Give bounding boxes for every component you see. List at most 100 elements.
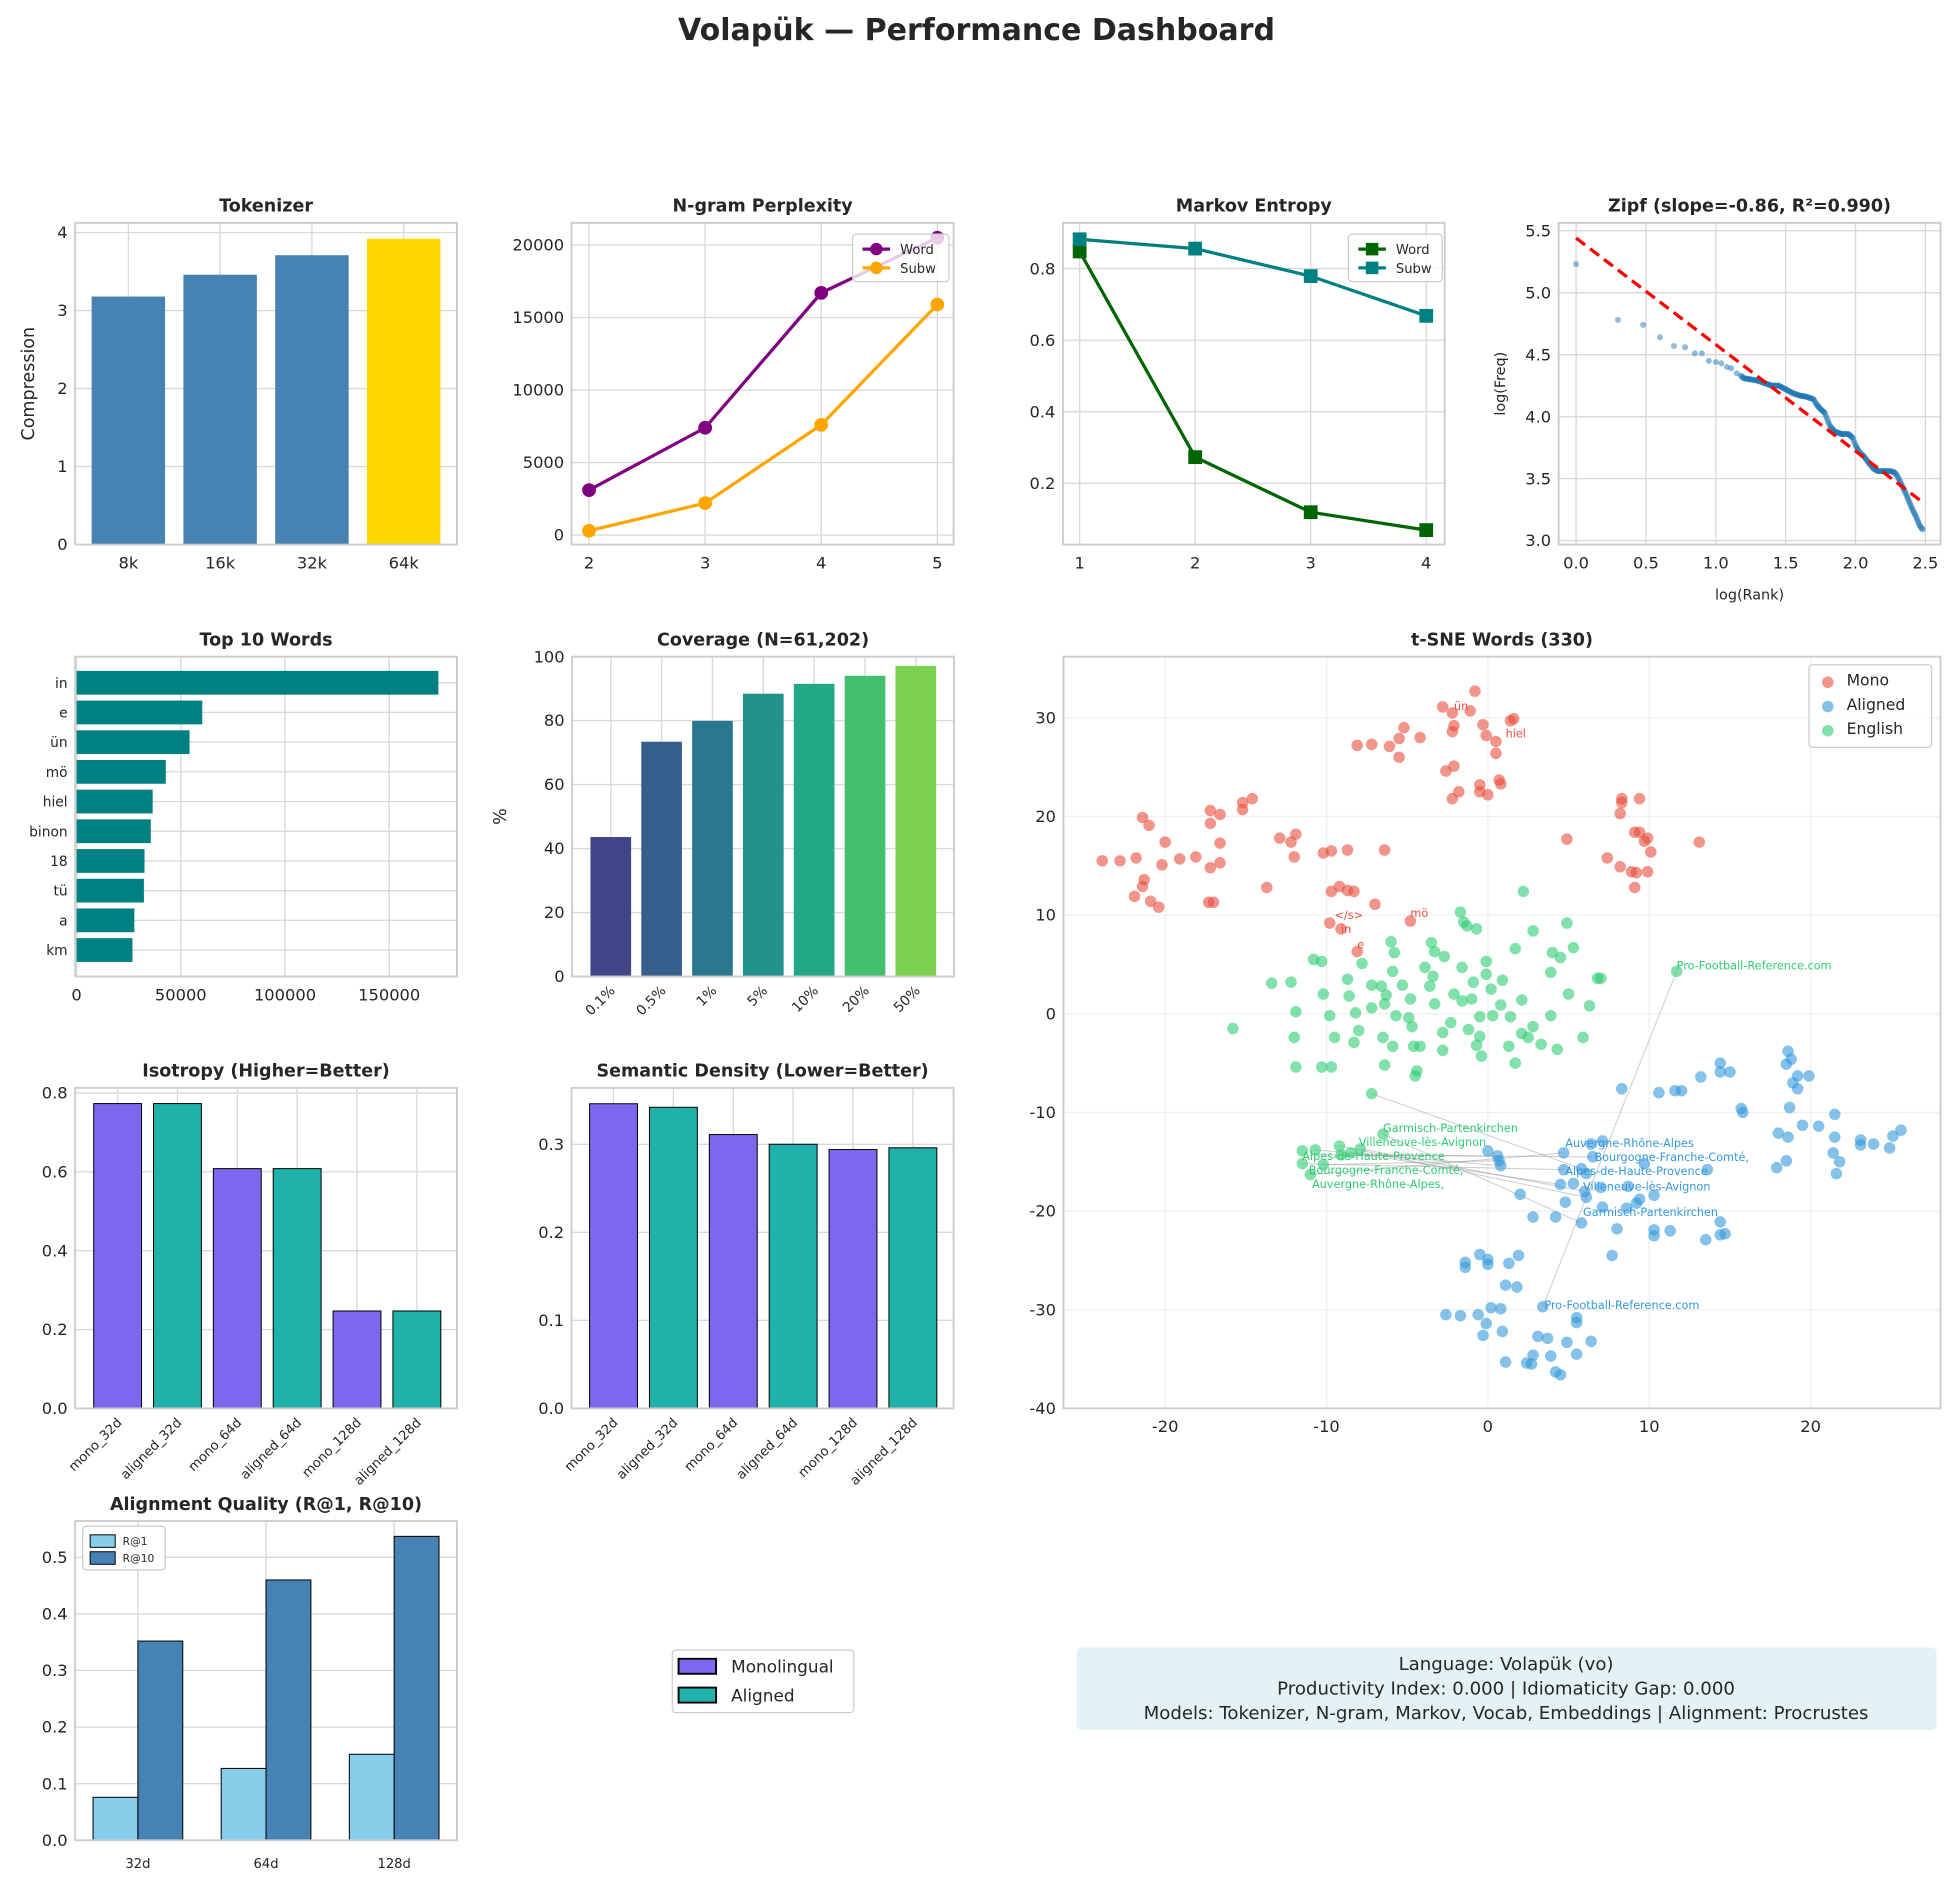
mono-point: [1351, 945, 1363, 958]
aligned-point: [1580, 1167, 1593, 1180]
x-tick-label: 0: [71, 985, 81, 1004]
plot-frame: [1062, 655, 1942, 1410]
bar-r10: [265, 1579, 312, 1841]
english-point: [1290, 1006, 1302, 1018]
aligned-point: [1585, 1138, 1597, 1150]
data-point: [930, 297, 945, 312]
legend-marker: [870, 242, 883, 256]
aligned-point: [1477, 1329, 1489, 1342]
point-annotation: e: [1357, 939, 1364, 952]
legend-label: Aligned: [1847, 695, 1906, 714]
english-point: [1465, 993, 1478, 1005]
english-point: [1551, 1043, 1564, 1056]
english-point: [1475, 1050, 1488, 1062]
aligned-point: [1575, 1217, 1588, 1229]
y-tick-label: in: [55, 676, 68, 692]
english-point: [1349, 1007, 1362, 1019]
english-point: [1296, 1145, 1309, 1157]
y-tick-label: 15000: [512, 308, 564, 327]
bar: [76, 700, 203, 725]
point-annotation: </s>: [1335, 909, 1364, 922]
english-point: [1365, 1087, 1378, 1100]
aligned-point: [1511, 1281, 1523, 1293]
english-point: [1554, 951, 1567, 964]
y-tick-label: 0: [57, 535, 67, 554]
english-point: [1470, 923, 1483, 935]
y-tick-label: 0.0: [42, 1831, 68, 1850]
zipf-point: [1918, 525, 1925, 532]
english-point: [1335, 1149, 1347, 1161]
x-tick-label: 2: [584, 553, 594, 572]
aligned-point: [1586, 1151, 1599, 1163]
y-tick-label: 0.3: [42, 1661, 68, 1680]
plot-frame: [571, 655, 955, 978]
tsne-chart: t-SNE Words (330) -40 -30 -20 -10 0 10 20 30 -20 -…: [1029, 630, 1942, 1436]
y-tick-label: 1: [57, 457, 67, 476]
aligned-point: [1557, 1147, 1570, 1159]
data-point: [1188, 450, 1203, 465]
mono-point: [1464, 705, 1476, 717]
tokenizer-chart: Tokenizer 0 1 2 3 4 8k 16k 32k 64k Compression: [19, 197, 458, 572]
y-tick-label: 3.5: [1525, 469, 1551, 488]
y-tick-label: 0.5: [42, 1548, 68, 1567]
mono-point: [1214, 857, 1226, 869]
bar-r1: [348, 1753, 395, 1841]
y-tick-label: 20: [544, 903, 565, 922]
alignment-link: [1339, 1145, 1587, 1198]
aligned-point: [1567, 1177, 1580, 1190]
y-tick-label: 80: [544, 711, 565, 730]
bar: [212, 1168, 262, 1409]
mono-point: [1641, 865, 1654, 878]
aligned-point: [1480, 1317, 1493, 1330]
mono-point: [1393, 732, 1405, 745]
english-point: [1288, 1031, 1301, 1044]
info-box: Language: Volapük (vo) Productivity Index…: [1076, 1647, 1937, 1731]
chart-title: Isotropy (Higher=Better): [142, 1062, 389, 1082]
legend-marker: [1822, 724, 1834, 737]
data-point: [1303, 269, 1318, 284]
bar: [648, 1106, 698, 1409]
english-point: [1522, 1031, 1534, 1044]
bar: [153, 1103, 202, 1409]
english-point: [1315, 955, 1328, 968]
point-annotation: Alpes-de-Haute-Provence: [1565, 1165, 1708, 1178]
english-point: [1527, 925, 1539, 937]
point-annotation: Pro-Football-Reference.com: [1677, 959, 1832, 972]
zipf-chart: Zipf (slope=-0.86, R²=0.990) 3.0 3.5 4.0 4.5…: [1493, 197, 1942, 604]
point-annotation: Bourgogne-Franche-Comté,: [1594, 1151, 1749, 1164]
x-tick-label: -10: [1313, 1417, 1340, 1436]
aligned-point: [1737, 1106, 1749, 1119]
aligned-point: [1782, 1131, 1794, 1143]
alignment-link: [1360, 1148, 1585, 1192]
mono-point: [1398, 721, 1410, 734]
x-tick-label: 2.5: [1912, 553, 1938, 572]
point-annotation: mö: [1410, 907, 1428, 920]
y-tick-label: 0.0: [42, 1399, 68, 1418]
x-tick-label: 8k: [118, 553, 138, 572]
bar: [91, 296, 166, 545]
y-tick-label: 0.0: [538, 1399, 564, 1418]
english-point: [1296, 1157, 1309, 1170]
english-point: [1285, 976, 1297, 988]
english-point: [1386, 965, 1399, 978]
y-tick-label: 4: [57, 223, 67, 242]
english-point: [1562, 988, 1575, 1000]
zipf-point: [1718, 360, 1725, 367]
y-tick-label: 0.8: [1029, 259, 1055, 278]
bar: [793, 683, 835, 977]
english-point: [1496, 974, 1509, 986]
zipf-point: [1712, 359, 1719, 366]
y-tick-label: 0.2: [42, 1718, 68, 1737]
aligned-point: [1495, 1159, 1507, 1172]
bar-r1: [92, 1796, 139, 1841]
legend-box: [671, 1649, 855, 1714]
english-point: [1317, 988, 1330, 1000]
aligned-point: [1485, 1302, 1497, 1314]
mono-point: [1236, 803, 1249, 816]
y-tick-label: -40: [1029, 1399, 1056, 1418]
data-point: [698, 420, 713, 435]
y-tick-label: 0.2: [42, 1320, 68, 1339]
aligned-point: [1527, 1211, 1539, 1223]
x-tick-label: 1: [1074, 553, 1084, 572]
english-point: [1670, 965, 1683, 978]
